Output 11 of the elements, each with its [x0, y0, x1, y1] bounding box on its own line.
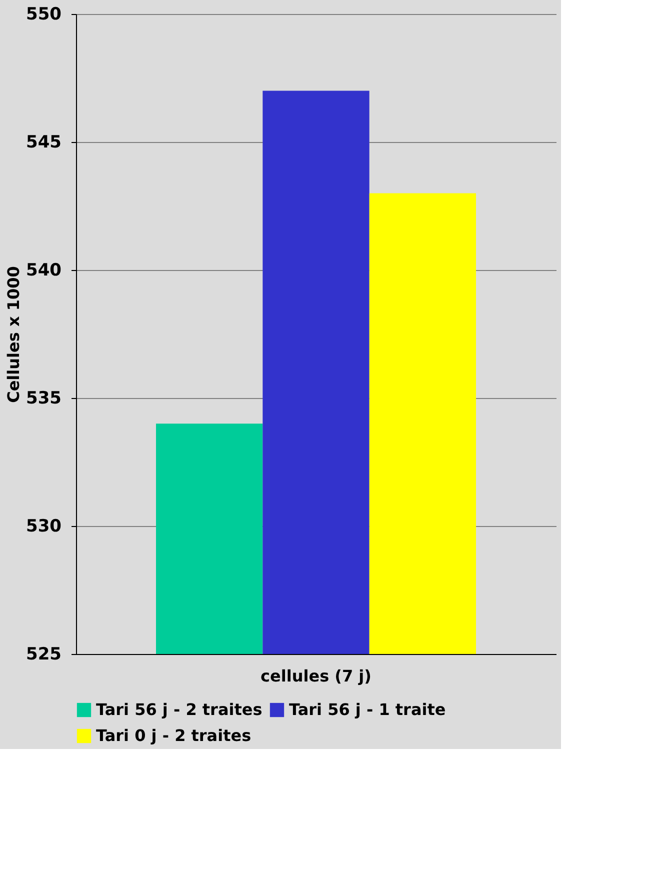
legend-label: Tari 56 j - 2 traites — [96, 700, 262, 719]
legend-label: Tari 0 j - 2 traites — [96, 726, 252, 745]
y-axis-title: Cellules x 1000 — [4, 266, 24, 403]
y-tick-label: 545 — [26, 132, 62, 152]
y-tick-label: 530 — [26, 516, 62, 536]
y-tick-label: 525 — [26, 644, 62, 664]
y-tick-label: 550 — [26, 4, 62, 24]
legend-label: Tari 56 j - 1 traite — [289, 700, 446, 719]
x-tick-label: cellules (7 j) — [260, 666, 372, 686]
y-tick-label: 535 — [26, 388, 62, 408]
y-tick-label: 540 — [26, 260, 62, 280]
